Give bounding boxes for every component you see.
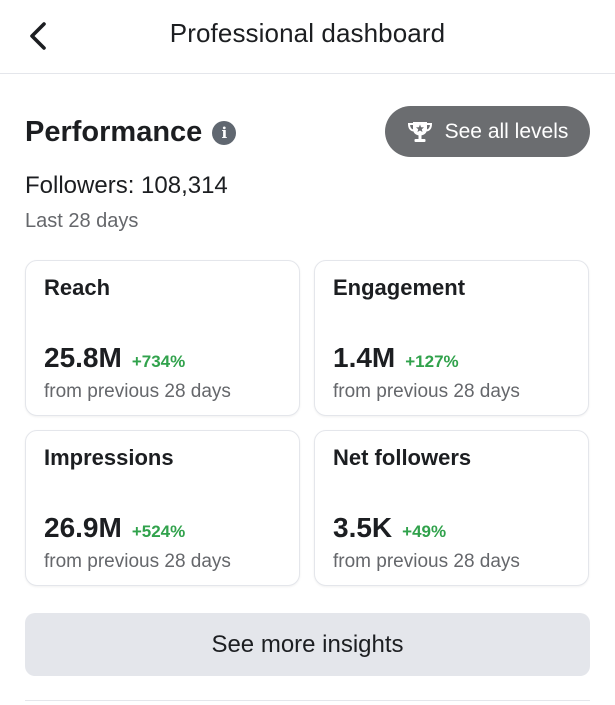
card-value: 25.8M	[44, 342, 122, 373]
net-followers-card[interactable]: Net followers 3.5K +49% from previous 28…	[314, 430, 589, 586]
top-bar: Professional dashboard	[0, 0, 615, 74]
see-all-levels-button[interactable]: See all levels	[385, 106, 590, 157]
card-title: Engagement	[333, 275, 466, 300]
card-title: Net followers	[333, 445, 472, 470]
see-more-insights-button[interactable]: See more insights	[25, 613, 590, 676]
card-value: 3.5K	[333, 512, 393, 543]
card-change: +734%	[131, 352, 186, 371]
period-label: Last 28 days	[25, 210, 139, 232]
page-title: Professional dashboard	[169, 18, 446, 48]
card-subtitle: from previous 28 days	[44, 551, 231, 572]
card-metric: 1.4M +127%	[333, 342, 459, 374]
card-change: +127%	[405, 352, 459, 371]
card-change: +524%	[131, 522, 186, 541]
main-content: Performance i See all levels Followers: …	[0, 75, 615, 705]
card-subtitle: from previous 28 days	[333, 551, 520, 572]
trophy-icon	[407, 120, 433, 144]
followers-count: Followers: 108,314	[25, 172, 228, 199]
card-change: +49%	[402, 522, 447, 541]
card-subtitle: from previous 28 days	[333, 381, 520, 402]
card-value: 1.4M	[333, 342, 396, 373]
chevron-left-icon	[30, 22, 46, 50]
card-value: 26.9M	[44, 512, 122, 543]
card-metric: 3.5K +49%	[333, 512, 446, 544]
section-divider	[25, 700, 590, 701]
back-button[interactable]	[18, 16, 58, 56]
performance-section: Performance i See all levels Followers: …	[0, 75, 615, 705]
engagement-card[interactable]: Engagement 1.4M +127% from previous 28 d…	[314, 260, 589, 416]
reach-card[interactable]: Reach 25.8M +734% from previous 28 days	[25, 260, 300, 416]
card-title: Reach	[44, 275, 111, 300]
performance-heading: Performance i	[25, 116, 237, 149]
see-all-levels-label: See all levels	[444, 119, 569, 143]
impressions-card[interactable]: Impressions 26.9M +524% from previous 28…	[25, 430, 300, 586]
performance-title: Performance	[25, 116, 203, 148]
card-metric: 25.8M +734%	[44, 342, 185, 374]
card-metric: 26.9M +524%	[44, 512, 185, 544]
card-title: Impressions	[44, 445, 174, 470]
info-icon[interactable]: i	[212, 120, 237, 145]
card-subtitle: from previous 28 days	[44, 381, 231, 402]
